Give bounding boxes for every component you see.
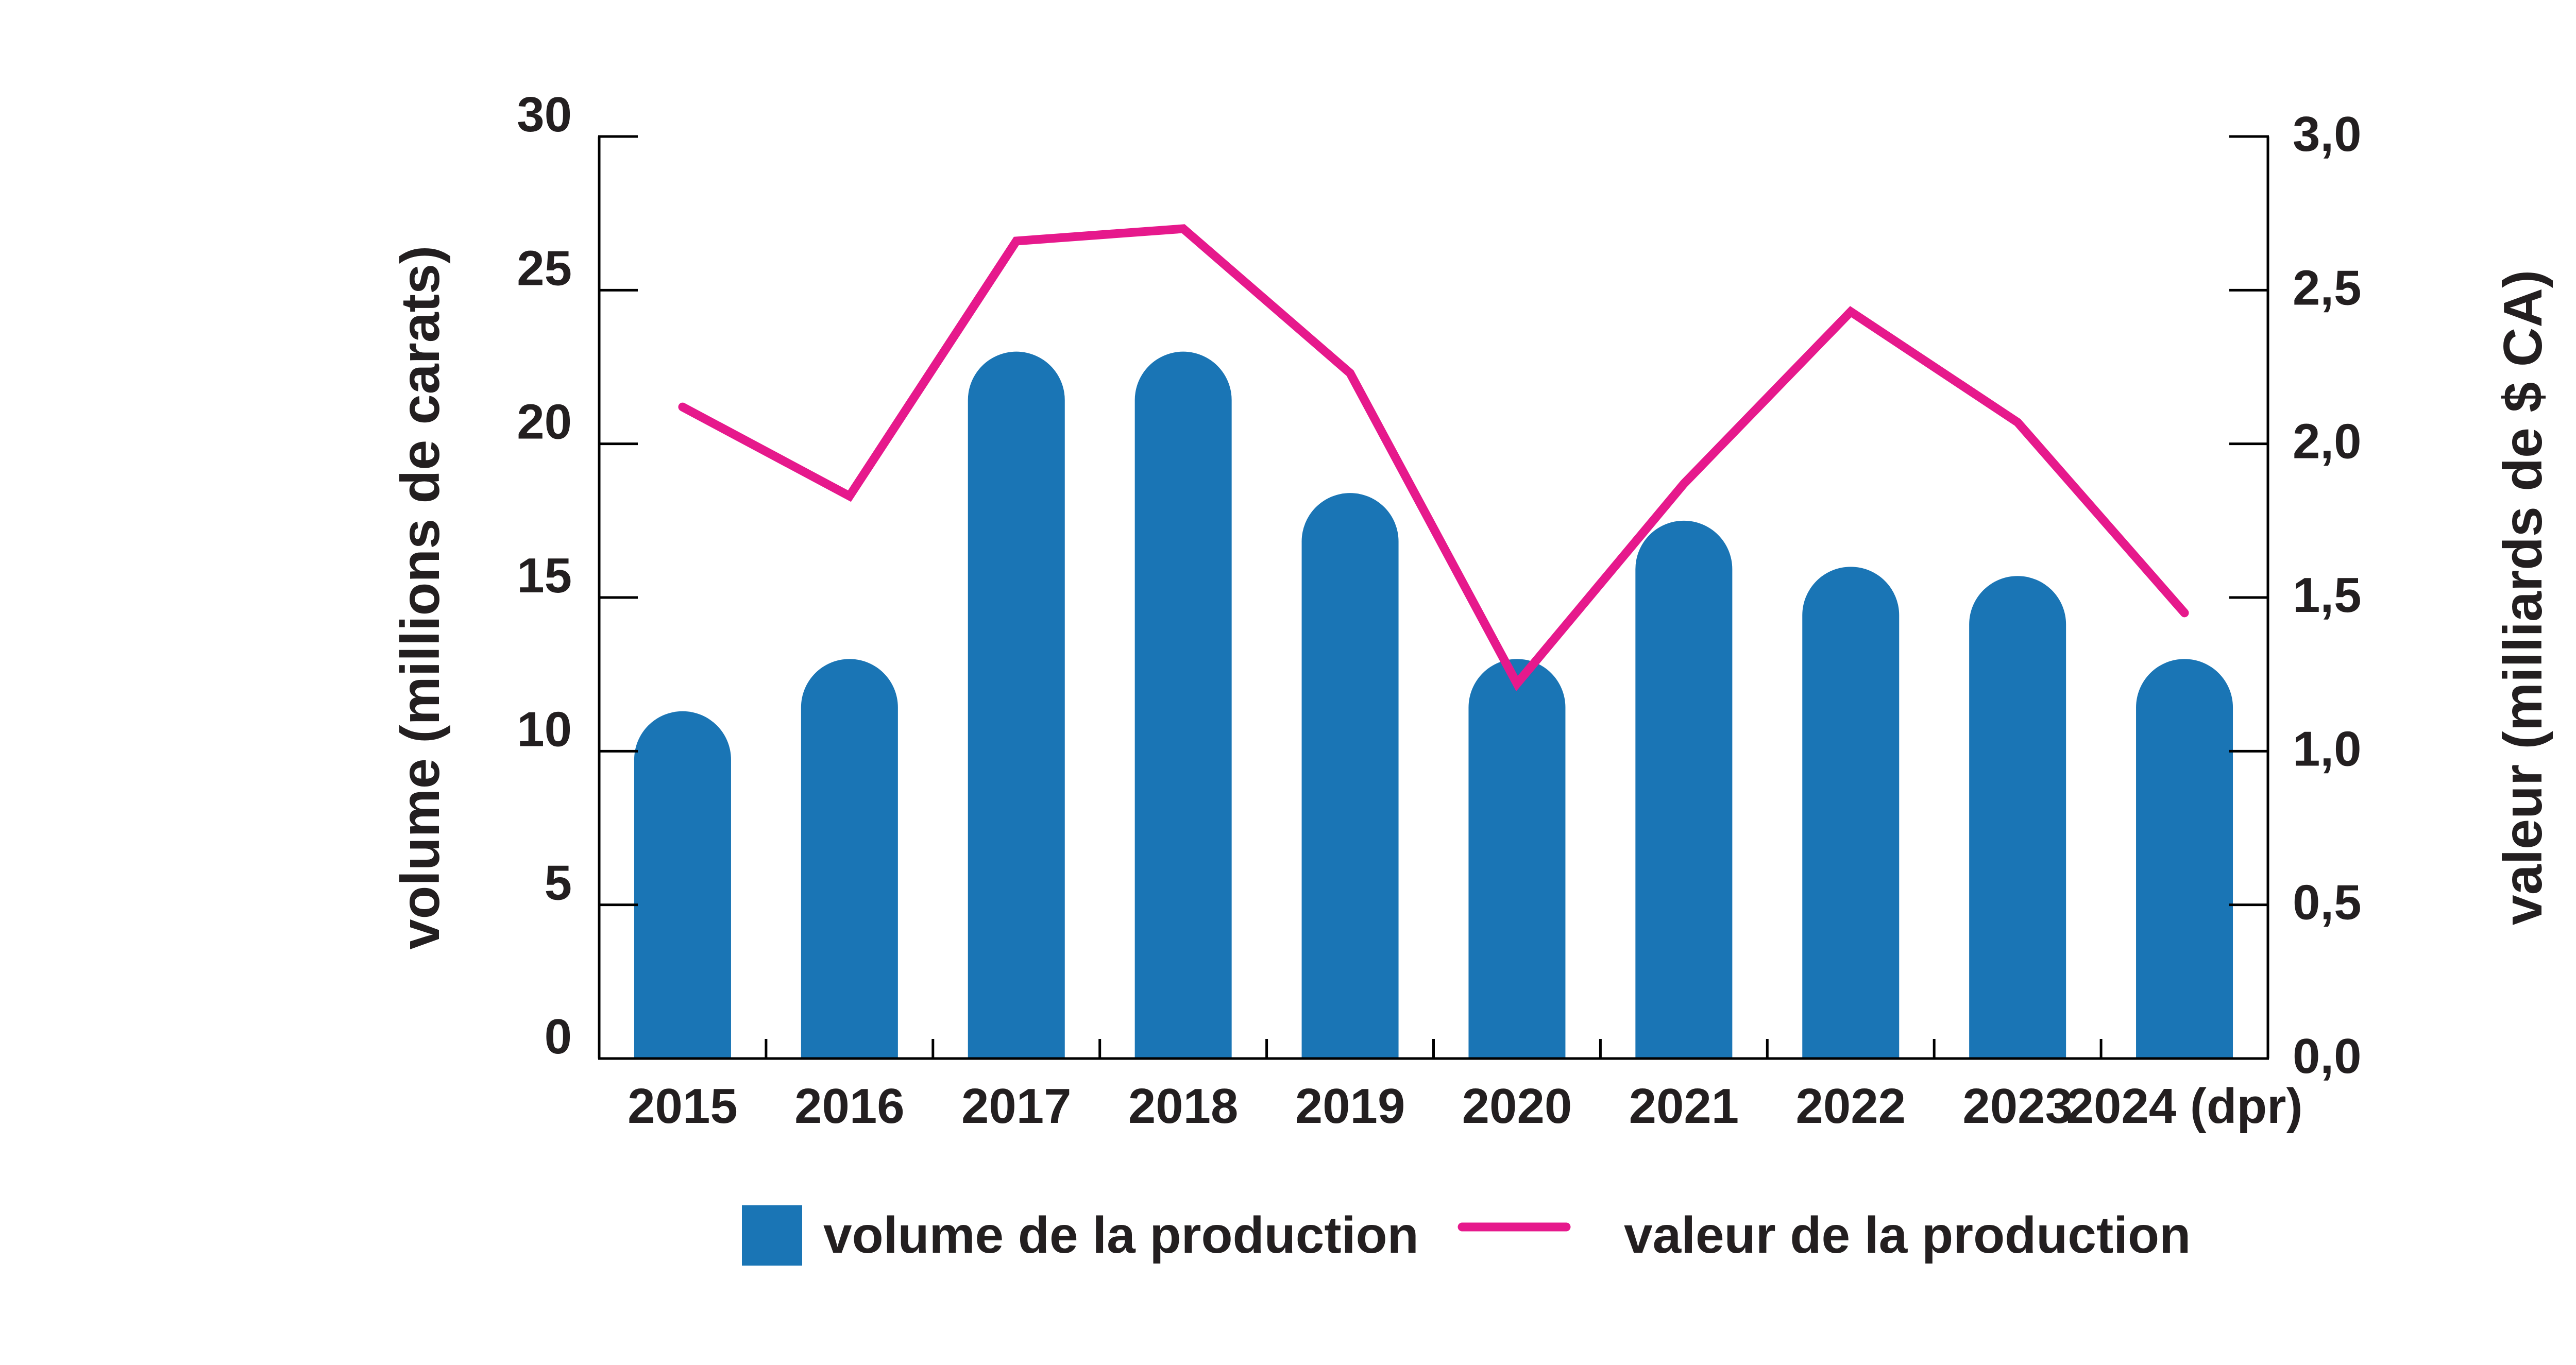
bar-2021 xyxy=(1635,520,1733,1059)
right-tick-label: 0,5 xyxy=(2293,875,2361,930)
right-tick-label: 0,0 xyxy=(2293,1029,2361,1084)
left-axis-title: volume (millions de carats) xyxy=(390,246,451,950)
x-tick-label: 2018 xyxy=(1128,1079,1239,1134)
legend-label-value: valeur de la production xyxy=(1624,1206,2191,1264)
legend-label-volume: volume de la production xyxy=(823,1206,1419,1264)
right-tick-label: 2,5 xyxy=(2293,260,2361,315)
x-tick-label: 2015 xyxy=(628,1079,738,1134)
x-tick-label: 2017 xyxy=(961,1079,1072,1134)
right-tick-label: 1,0 xyxy=(2293,721,2361,776)
left-tick-label: 5 xyxy=(545,856,572,911)
x-tick-label: 2019 xyxy=(1295,1079,1405,1134)
right-tick-label: 3,0 xyxy=(2293,107,2361,162)
x-tick-label: 2023 xyxy=(1962,1079,2073,1134)
x-tick-label: 2020 xyxy=(1462,1079,1572,1134)
value-line xyxy=(678,224,2189,692)
bar-2022 xyxy=(1802,567,1900,1059)
ticks-layer xyxy=(598,135,2269,1060)
bar-2023 xyxy=(1969,576,2066,1059)
left-tick-label: 15 xyxy=(517,548,572,603)
right-tick-label: 2,0 xyxy=(2293,414,2361,469)
bars-layer xyxy=(634,351,2233,1059)
bar-2020 xyxy=(1468,659,1566,1059)
left-tick-label: 20 xyxy=(517,395,572,450)
bar-2016 xyxy=(801,659,898,1059)
bar-2015 xyxy=(634,711,731,1059)
bar-2024 (dpr) xyxy=(2136,659,2233,1059)
x-tick-label: 2021 xyxy=(1629,1079,1739,1134)
bar-2018 xyxy=(1134,351,1232,1059)
line-layer xyxy=(678,224,2189,692)
bar-2019 xyxy=(1301,493,1399,1059)
bar-2017 xyxy=(968,351,1065,1059)
legend: volume de la production valeur de la pro… xyxy=(742,1205,2191,1266)
labels-layer: 0 0,0 5 0,5 10 1,0 15 1,5 20 2,0 25 2,5 30 3,0 2015 201… xyxy=(517,87,2361,1134)
right-axis-title: valeur (milliards de $ CA) xyxy=(2493,270,2553,925)
right-tick-label: 1,5 xyxy=(2293,568,2361,623)
x-tick-label: 2016 xyxy=(794,1079,905,1134)
left-tick-label: 25 xyxy=(517,241,572,296)
x-tick-label: 2022 xyxy=(1795,1079,1906,1134)
left-tick-label: 30 xyxy=(517,87,572,142)
legend-swatch-volume xyxy=(742,1205,802,1266)
left-tick-label: 0 xyxy=(545,1009,572,1064)
left-tick-label: 10 xyxy=(517,702,572,757)
x-tick-label: 2024 (dpr) xyxy=(2066,1079,2303,1134)
